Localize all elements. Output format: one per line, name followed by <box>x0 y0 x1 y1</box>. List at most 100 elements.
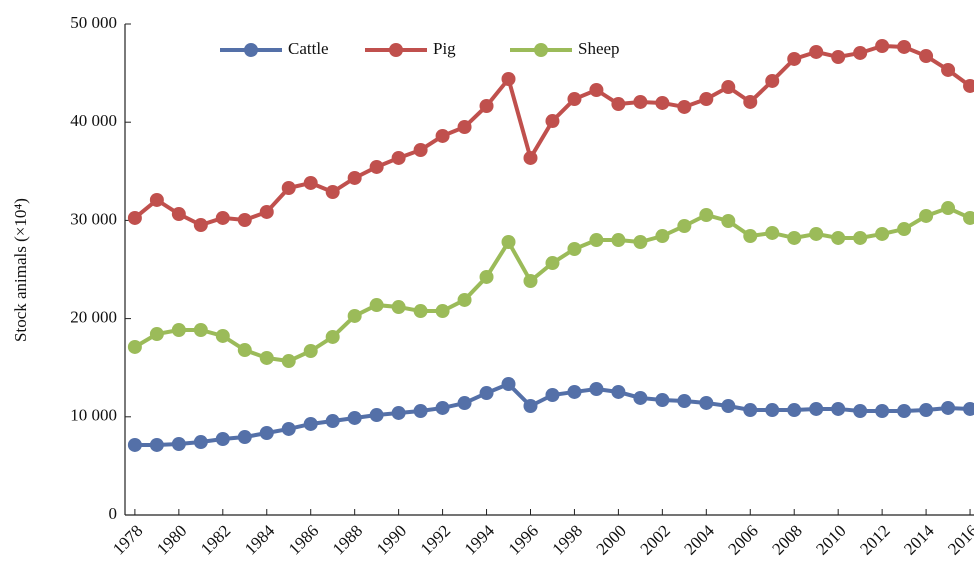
data-point <box>589 382 604 397</box>
data-point <box>303 344 318 359</box>
y-tick-label: 50 000 <box>70 13 117 32</box>
data-point <box>853 45 868 60</box>
data-point <box>303 416 318 431</box>
y-tick-label: 20 000 <box>70 308 117 327</box>
data-point <box>567 92 582 107</box>
data-point <box>435 400 450 415</box>
data-point <box>281 180 296 195</box>
x-tick-label: 1990 <box>373 521 410 558</box>
data-point <box>413 304 428 319</box>
x-tick-label: 2006 <box>724 521 761 558</box>
x-tick-label: 2014 <box>900 521 938 559</box>
data-point <box>391 300 406 315</box>
data-point <box>677 99 692 114</box>
data-point <box>611 384 626 399</box>
data-point <box>963 401 974 416</box>
x-tick-label: 1994 <box>461 521 499 559</box>
data-point <box>347 308 362 323</box>
data-point <box>633 94 648 109</box>
data-point <box>193 322 208 337</box>
data-point <box>171 322 186 337</box>
data-point <box>743 94 758 109</box>
data-point <box>545 256 560 271</box>
data-point <box>347 170 362 185</box>
data-point <box>259 350 274 365</box>
legend-label: Pig <box>433 39 456 58</box>
data-point <box>391 405 406 420</box>
data-point <box>941 201 956 216</box>
data-point <box>787 230 802 245</box>
data-point <box>501 71 516 86</box>
data-point <box>501 377 516 392</box>
data-point <box>611 233 626 248</box>
data-point <box>259 426 274 441</box>
data-point <box>325 329 340 344</box>
y-tick-label: 10 000 <box>70 406 117 425</box>
data-point <box>347 410 362 425</box>
data-point <box>479 269 494 284</box>
data-point <box>127 210 142 225</box>
data-point <box>413 142 428 157</box>
data-point <box>545 387 560 402</box>
data-point <box>523 273 538 288</box>
data-point <box>237 213 252 228</box>
data-point <box>193 218 208 233</box>
x-tick-label: 2002 <box>636 521 673 558</box>
data-point <box>325 185 340 200</box>
data-point <box>303 175 318 190</box>
y-axis-title: Stock animals (×10⁴) <box>11 198 30 342</box>
x-tick-label: 2010 <box>812 521 849 558</box>
data-point <box>369 408 384 423</box>
data-point <box>633 390 648 405</box>
data-point <box>721 213 736 228</box>
data-point <box>589 82 604 97</box>
data-point <box>479 98 494 113</box>
data-point <box>677 218 692 233</box>
data-point <box>919 403 934 418</box>
y-tick-label: 0 <box>109 504 118 523</box>
data-point <box>897 222 912 237</box>
data-point <box>149 192 164 207</box>
data-point <box>655 95 670 110</box>
x-tick-label: 2016 <box>944 521 974 558</box>
legend-label: Cattle <box>288 39 329 58</box>
data-point <box>941 400 956 415</box>
data-point <box>325 414 340 429</box>
data-point <box>765 403 780 418</box>
data-point <box>281 421 296 436</box>
data-point <box>853 404 868 419</box>
data-point <box>237 430 252 445</box>
data-point <box>457 396 472 411</box>
data-point <box>633 235 648 250</box>
data-point <box>743 403 758 418</box>
x-tick-label: 1980 <box>153 521 190 558</box>
x-tick-label: 1982 <box>197 521 234 558</box>
data-point <box>457 120 472 135</box>
data-point <box>963 78 974 93</box>
data-point <box>919 49 934 64</box>
data-point <box>699 395 714 410</box>
data-point <box>919 208 934 223</box>
data-point <box>787 51 802 66</box>
data-point <box>435 304 450 319</box>
data-point <box>171 437 186 452</box>
data-point <box>765 73 780 88</box>
x-tick-label: 1984 <box>241 521 279 559</box>
data-point <box>655 229 670 244</box>
x-tick-label: 1996 <box>505 521 542 558</box>
y-tick-label: 40 000 <box>70 111 117 130</box>
data-point <box>435 128 450 143</box>
series-line <box>133 205 971 364</box>
legend-label: Sheep <box>578 39 620 58</box>
data-point <box>523 150 538 165</box>
data-point <box>721 80 736 95</box>
data-point <box>281 354 296 369</box>
data-point <box>127 339 142 354</box>
data-point <box>259 204 274 219</box>
x-tick-label: 2004 <box>680 521 718 559</box>
data-point <box>545 114 560 129</box>
data-point <box>941 62 956 77</box>
data-point <box>721 398 736 413</box>
data-point <box>853 230 868 245</box>
